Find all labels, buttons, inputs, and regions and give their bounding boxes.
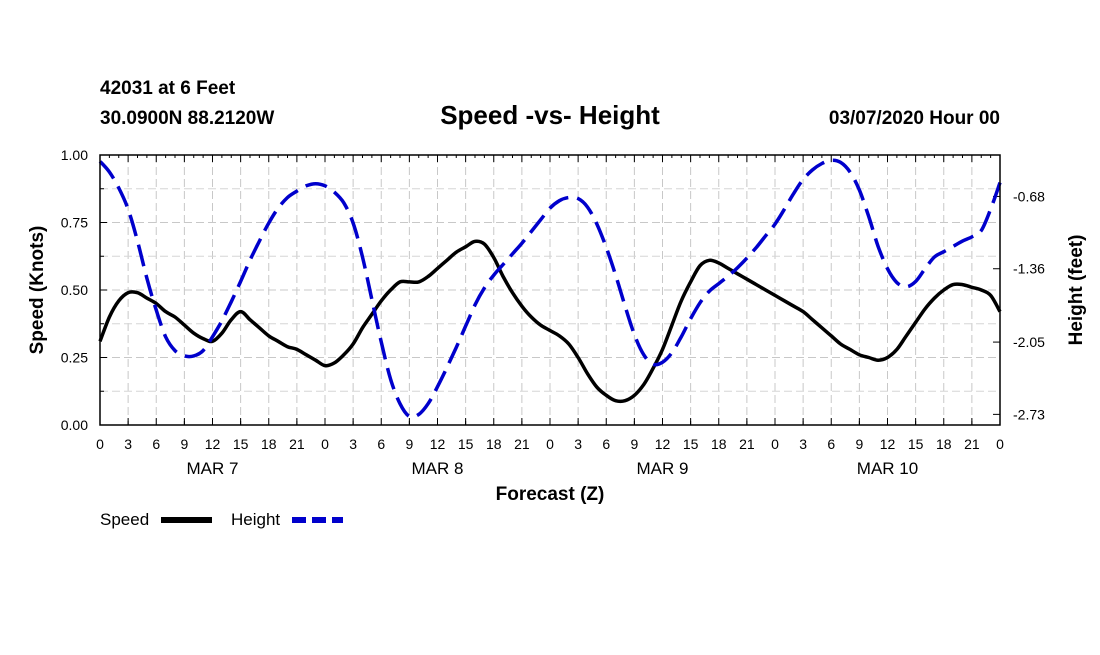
y2-axis-label: Height (feet): [1066, 235, 1087, 346]
x-tick-label: 18: [486, 436, 502, 452]
x-tick-label: 0: [96, 436, 104, 452]
y-tick-label: 0.25: [61, 350, 88, 366]
tick-labels: 0 3 6 9 12 15 18 21 0 3 6 9 12 15 18 21 0 3 6 9 12 15 18 21 0 3 6 9…: [61, 147, 1045, 478]
legend: Speed Height: [100, 510, 343, 529]
y-tick-label: 1.00: [61, 147, 88, 163]
x-tick-label: 21: [514, 436, 530, 452]
grid: [100, 155, 1000, 425]
day-label: MAR 9: [637, 459, 689, 478]
x-tick-label: 3: [349, 436, 357, 452]
y2-tick-label: -0.68: [1013, 188, 1045, 204]
x-tick-label: 0: [321, 436, 329, 452]
day-label: MAR 10: [857, 459, 918, 478]
x-tick-label: 15: [683, 436, 699, 452]
x-tick-label: 12: [655, 436, 671, 452]
plot-frame: [99, 154, 1001, 426]
x-tick-label: 21: [964, 436, 980, 452]
y2-tick-label: -2.05: [1013, 334, 1045, 350]
x-tick-label: 0: [996, 436, 1004, 452]
day-label: MAR 8: [412, 459, 464, 478]
x-tick-label: 15: [233, 436, 249, 452]
y-tick-label: 0.00: [61, 417, 88, 433]
x-tick-label: 9: [405, 436, 413, 452]
x-tick-label: 3: [574, 436, 582, 452]
x-tick-label: 6: [152, 436, 160, 452]
x-tick-label: 3: [124, 436, 132, 452]
y2-tick-label: -2.73: [1013, 406, 1045, 422]
x-tick-label: 21: [739, 436, 755, 452]
x-tick-label: 3: [799, 436, 807, 452]
y-tick-label: 0.50: [61, 282, 88, 298]
x-tick-label: 12: [205, 436, 221, 452]
station-label: 42031 at 6 Feet: [100, 78, 236, 99]
x-tick-label: 12: [430, 436, 446, 452]
series-height-line: [98, 158, 1002, 419]
x-tick-label: 9: [180, 436, 188, 452]
x-axis-label: Forecast (Z): [496, 484, 605, 505]
series-speed-line: [98, 239, 1002, 404]
x-tick-label: 18: [936, 436, 952, 452]
y2-tick-label: -1.36: [1013, 261, 1045, 277]
series-lines: [98, 158, 1002, 419]
legend-speed-label: Speed: [100, 510, 149, 529]
x-tick-label: 0: [546, 436, 554, 452]
x-tick-label: 6: [602, 436, 610, 452]
location-label: 30.0900N 88.2120W: [100, 108, 274, 129]
x-tick-label: 6: [827, 436, 835, 452]
x-tick-label: 9: [855, 436, 863, 452]
x-tick-label: 18: [711, 436, 727, 452]
x-tick-label: 15: [458, 436, 474, 452]
x-tick-label: 12: [880, 436, 896, 452]
x-tick-label: 15: [908, 436, 924, 452]
datetime-label: 03/07/2020 Hour 00: [829, 108, 1000, 129]
x-tick-label: 0: [771, 436, 779, 452]
x-tick-label: 21: [289, 436, 305, 452]
x-tick-label: 9: [630, 436, 638, 452]
y-axis-label: Speed (Knots): [27, 226, 48, 355]
y-tick-label: 0.75: [61, 215, 88, 231]
legend-height-label: Height: [231, 510, 280, 529]
day-label: MAR 7: [187, 459, 239, 478]
x-tick-label: 18: [261, 436, 277, 452]
x-tick-label: 6: [377, 436, 385, 452]
chart-title: Speed -vs- Height: [440, 100, 660, 130]
